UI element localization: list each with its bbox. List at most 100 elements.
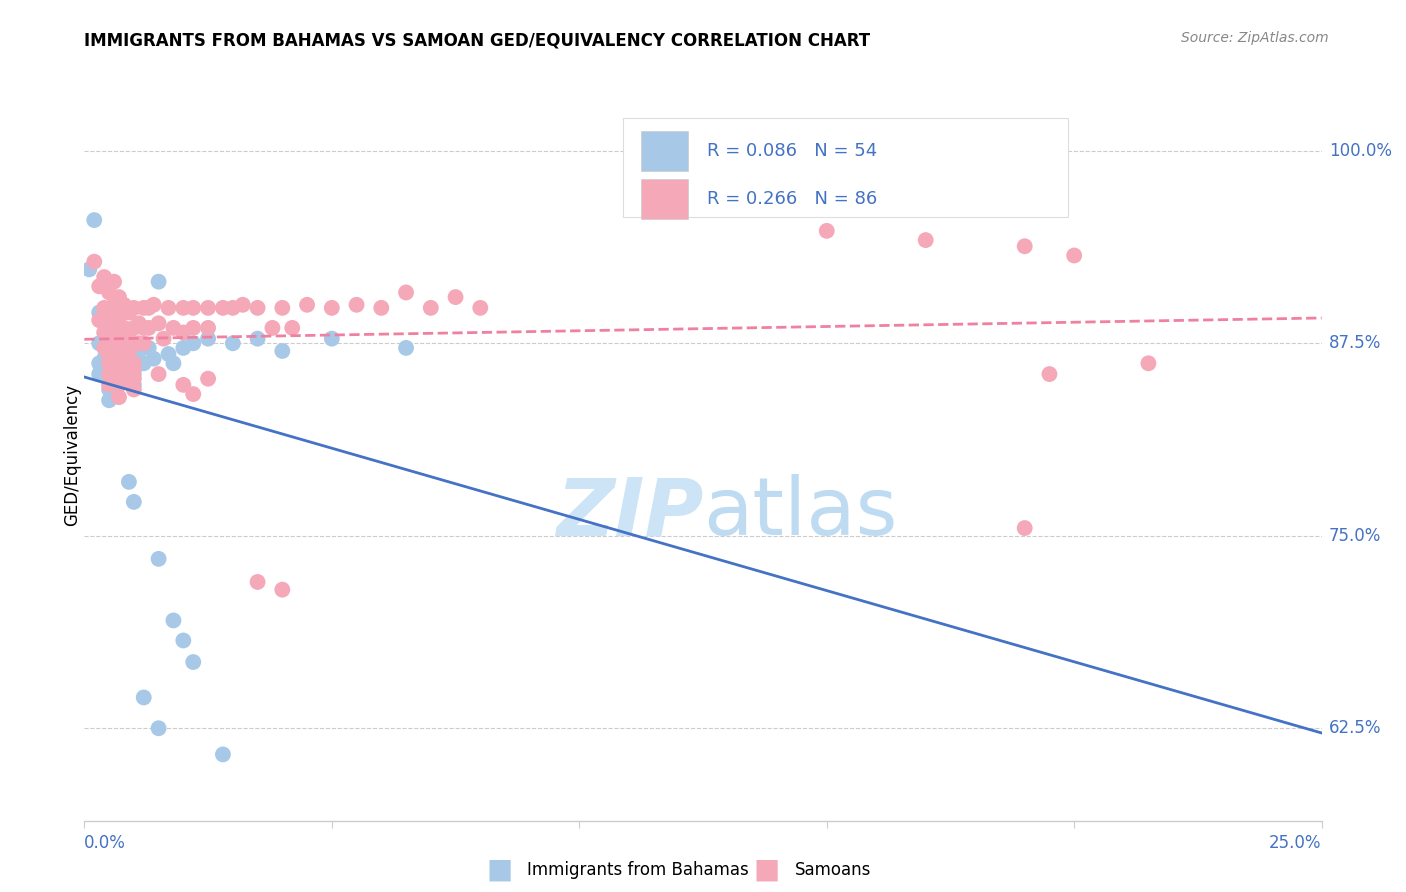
Point xyxy=(108,377,131,392)
Point xyxy=(98,285,121,300)
Point xyxy=(103,372,125,386)
Point xyxy=(112,341,135,355)
Point xyxy=(98,310,121,324)
Point xyxy=(172,341,194,355)
Point xyxy=(79,262,101,277)
Point xyxy=(419,301,441,315)
Text: 25.0%: 25.0% xyxy=(1270,834,1322,852)
Point xyxy=(197,321,219,335)
Point xyxy=(181,655,204,669)
Point xyxy=(132,321,155,335)
Point xyxy=(222,301,245,315)
Point xyxy=(181,301,204,315)
Point xyxy=(108,332,131,346)
Point xyxy=(162,356,184,370)
Point xyxy=(98,356,121,370)
Point xyxy=(212,747,235,762)
FancyBboxPatch shape xyxy=(641,178,688,219)
Point xyxy=(132,690,155,705)
Point xyxy=(122,495,145,509)
Point xyxy=(346,298,368,312)
Point xyxy=(93,332,115,346)
Point xyxy=(93,341,115,355)
Point xyxy=(181,321,204,335)
Point xyxy=(122,301,145,315)
Point xyxy=(118,326,141,340)
Point xyxy=(148,367,170,381)
Text: R = 0.086   N = 54: R = 0.086 N = 54 xyxy=(707,143,877,161)
Point xyxy=(118,305,141,319)
Point xyxy=(395,285,418,300)
Point xyxy=(162,614,184,628)
Point xyxy=(281,321,304,335)
Point xyxy=(83,254,105,268)
Point xyxy=(122,336,145,351)
Text: 100.0%: 100.0% xyxy=(1329,142,1392,160)
Point xyxy=(128,336,150,351)
Point xyxy=(108,290,131,304)
Point xyxy=(914,233,936,247)
Point xyxy=(122,356,145,370)
Point xyxy=(321,332,343,346)
Point xyxy=(138,321,160,335)
Text: 0.0%: 0.0% xyxy=(84,834,127,852)
Point xyxy=(112,298,135,312)
Point xyxy=(197,332,219,346)
Point xyxy=(132,356,155,370)
Point xyxy=(122,321,145,335)
Point xyxy=(148,721,170,735)
Point xyxy=(108,310,131,324)
Point xyxy=(83,213,105,227)
Point xyxy=(1063,248,1085,262)
Point xyxy=(103,316,125,330)
Point xyxy=(118,343,141,358)
Point xyxy=(103,356,125,370)
Point xyxy=(148,552,170,566)
Point xyxy=(1137,356,1160,370)
Point xyxy=(118,351,141,366)
Point xyxy=(1038,367,1060,381)
Point xyxy=(321,301,343,315)
Point xyxy=(172,633,194,648)
Point xyxy=(142,351,165,366)
Point xyxy=(108,362,131,376)
Point xyxy=(108,328,131,343)
Point xyxy=(395,341,418,355)
Point xyxy=(89,305,111,319)
Point xyxy=(128,343,150,358)
Point xyxy=(89,356,111,370)
Point xyxy=(98,367,121,381)
Point xyxy=(222,336,245,351)
Point xyxy=(89,336,111,351)
Point xyxy=(103,336,125,351)
Point xyxy=(1014,239,1036,253)
Point xyxy=(172,377,194,392)
Point xyxy=(112,321,135,335)
Point xyxy=(98,351,121,366)
Point xyxy=(98,356,121,370)
Point xyxy=(212,301,235,315)
Point xyxy=(246,301,269,315)
Point xyxy=(89,279,111,293)
Point xyxy=(815,224,838,238)
Point xyxy=(93,351,115,366)
Point xyxy=(138,301,160,315)
Point xyxy=(162,321,184,335)
Point xyxy=(271,301,294,315)
Point xyxy=(157,347,180,361)
Point xyxy=(232,298,254,312)
Point xyxy=(98,332,121,346)
Text: R = 0.266   N = 86: R = 0.266 N = 86 xyxy=(707,190,877,208)
Point xyxy=(138,341,160,355)
Point xyxy=(128,316,150,330)
Point xyxy=(98,383,121,397)
Point xyxy=(98,377,121,392)
Point xyxy=(197,372,219,386)
Point xyxy=(122,377,145,392)
Point xyxy=(122,356,145,370)
Text: ■: ■ xyxy=(754,855,779,884)
Point xyxy=(118,359,141,374)
Point xyxy=(108,347,131,361)
Point xyxy=(122,372,145,386)
Text: Source: ZipAtlas.com: Source: ZipAtlas.com xyxy=(1181,31,1329,45)
